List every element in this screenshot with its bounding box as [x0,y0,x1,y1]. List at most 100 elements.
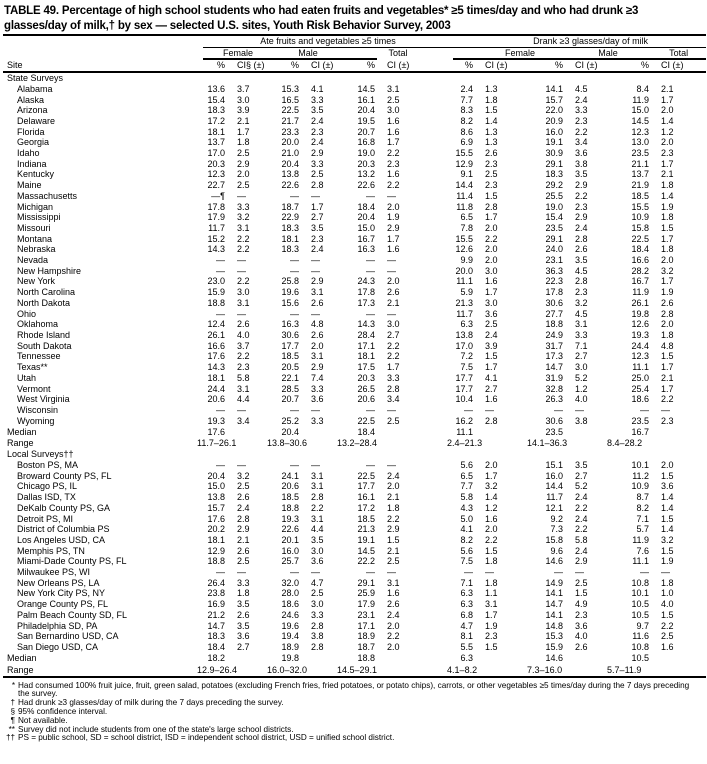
ci-value: 2.5 [311,169,324,180]
percent-value: 32.0 [281,577,299,588]
percent-value: — [366,308,375,319]
table-row: Dallas ISD, TX 13.8 2.6 18.5 2.8 16.1 2.1 5.8 1.… [3,492,706,503]
ci-value: 4.1 [485,372,498,383]
ci-value: 2.2 [237,276,250,287]
ci-value: 2.9 [387,524,400,535]
percent-value: — [366,567,375,578]
empty-cell [377,438,453,450]
percent-value: 10.5 [631,609,650,620]
ci-value: 2.5 [237,481,250,492]
ci-value: 1.6 [387,115,400,126]
table-row: Boston PS, MA — — — — — — 5.6 2.0 15.1 3.5 10.1 2.0 [3,460,706,471]
ci-value: 2.5 [387,415,400,426]
ci-value: 3.2 [575,297,588,308]
percent-value: 20.7 [357,126,375,137]
percent-value: — [216,308,225,319]
ci-value: 2.0 [387,276,400,287]
ci-value: — [311,265,320,276]
percent-value: 26.4 [207,577,225,588]
footnote: ** Survey did not include students from o… [6,725,707,735]
ci-value: 3.0 [311,599,324,610]
percent-value: 15.0 [357,222,375,233]
percent-value: 13.6 [207,83,225,94]
table-body: State Surveys Alabama 13.6 3.7 15.3 4.1 14.5 3.… [3,72,707,678]
percent-value: 11.8 [456,201,474,212]
ci-value: 3.1 [311,481,324,492]
table-row: Montana 15.2 2.2 18.1 2.3 16.7 1.7 15.5 2.2 29.1 2… [3,234,706,245]
percent-value: 16.8 [357,137,375,148]
ci-value: 2.0 [661,137,674,148]
empty-cell [227,664,273,678]
empty-cell [651,664,707,678]
empty-cell [565,653,613,665]
ci-value: 1.2 [661,126,674,137]
percent-value: 17.2 [357,502,375,513]
percent-value: 15.2 [207,233,225,244]
percent-value: 18.5 [281,492,299,503]
ci-value: 3.1 [311,470,324,481]
ci-value: 2.8 [485,201,498,212]
ci-value: 1.3 [485,83,498,94]
ci-value: 7.1 [575,340,588,351]
ci-value: 3.1 [387,577,400,588]
footnote: § 95% confidence interval. [6,707,707,717]
percent-value: 14.3 [207,362,225,373]
table-row: Philadelphia SD, PA 14.7 3.5 19.6 2.8 17.1 2.0… [3,621,706,632]
percent-value: — [366,255,375,266]
footnote-text: Had consumed 100% fruit juice, fruit, gr… [18,680,690,699]
percent-value: 8.3 [460,105,474,116]
ci-header: CI (±) [475,58,534,74]
percent-value: 20.4 [207,470,225,481]
site-name: Memphis PS, TN [17,545,85,556]
percent-value: 20.3 [357,372,375,383]
percent-value: 25.2 [281,415,299,426]
ci-value: 2.0 [387,481,400,492]
median-label: Median [7,426,37,437]
percent-value: 25.5 [545,190,564,201]
percent-value: 28.0 [281,588,299,599]
percent-value: 17.1 [357,620,375,631]
site-name: Delaware [17,115,56,126]
ci-value: 2.0 [485,524,498,535]
ci-value: — [311,404,320,415]
percent-value: 20.3 [207,158,225,169]
percent-value: 25.4 [631,383,650,394]
percent-value: 14.1 [545,83,564,94]
ci-value: 2.4 [575,94,588,105]
percent-value: 16.3 [357,244,375,255]
percent-value: 26.1 [207,329,225,340]
percent-value: — [216,255,225,266]
percent-value: 20.4 [281,158,299,169]
percent-value: 12.9 [455,158,474,169]
empty-cell [377,664,454,678]
pct-header: % [533,58,566,74]
ci-value: 1.7 [485,212,498,223]
ci-value: 2.1 [661,169,674,180]
empty-cell [651,426,706,438]
percent-value: 16.7 [357,233,375,244]
empty-cell [301,653,343,665]
ci-value: 4.0 [237,329,250,340]
ci-value: 2.8 [485,415,498,426]
ci-value: 2.3 [661,148,674,159]
table-row: Milwaukee PS, WI — — — — — — — — — — — — [3,567,706,578]
percent-value: 19.6 [281,620,299,631]
ci-value: 2.2 [237,244,250,255]
percent-value: 20.6 [207,394,225,405]
percent-value: 11.7 [546,492,564,503]
percent-value: 21.1 [631,158,650,169]
percent-value: 18.7 [357,641,375,652]
percent-value: 22.5 [357,415,375,426]
percent-value: 20.6 [357,394,375,405]
percent-value: 24.4 [631,340,650,351]
table-row: New York City PS, NY 23.8 1.8 28.0 2.5 25.9 1.… [3,588,706,599]
ci-value: 3.7 [237,340,250,351]
ci-value: — [387,460,396,471]
percent-value: 14.1 [545,609,564,620]
percent-value: 20.0 [455,265,474,276]
percent-value: 19.3 [207,415,225,426]
percent-value: 30.6 [281,329,299,340]
percent-value: 17.5 [357,362,375,373]
percent-value: 18.3 [207,631,225,642]
site-name: Massachusetts [17,190,78,201]
